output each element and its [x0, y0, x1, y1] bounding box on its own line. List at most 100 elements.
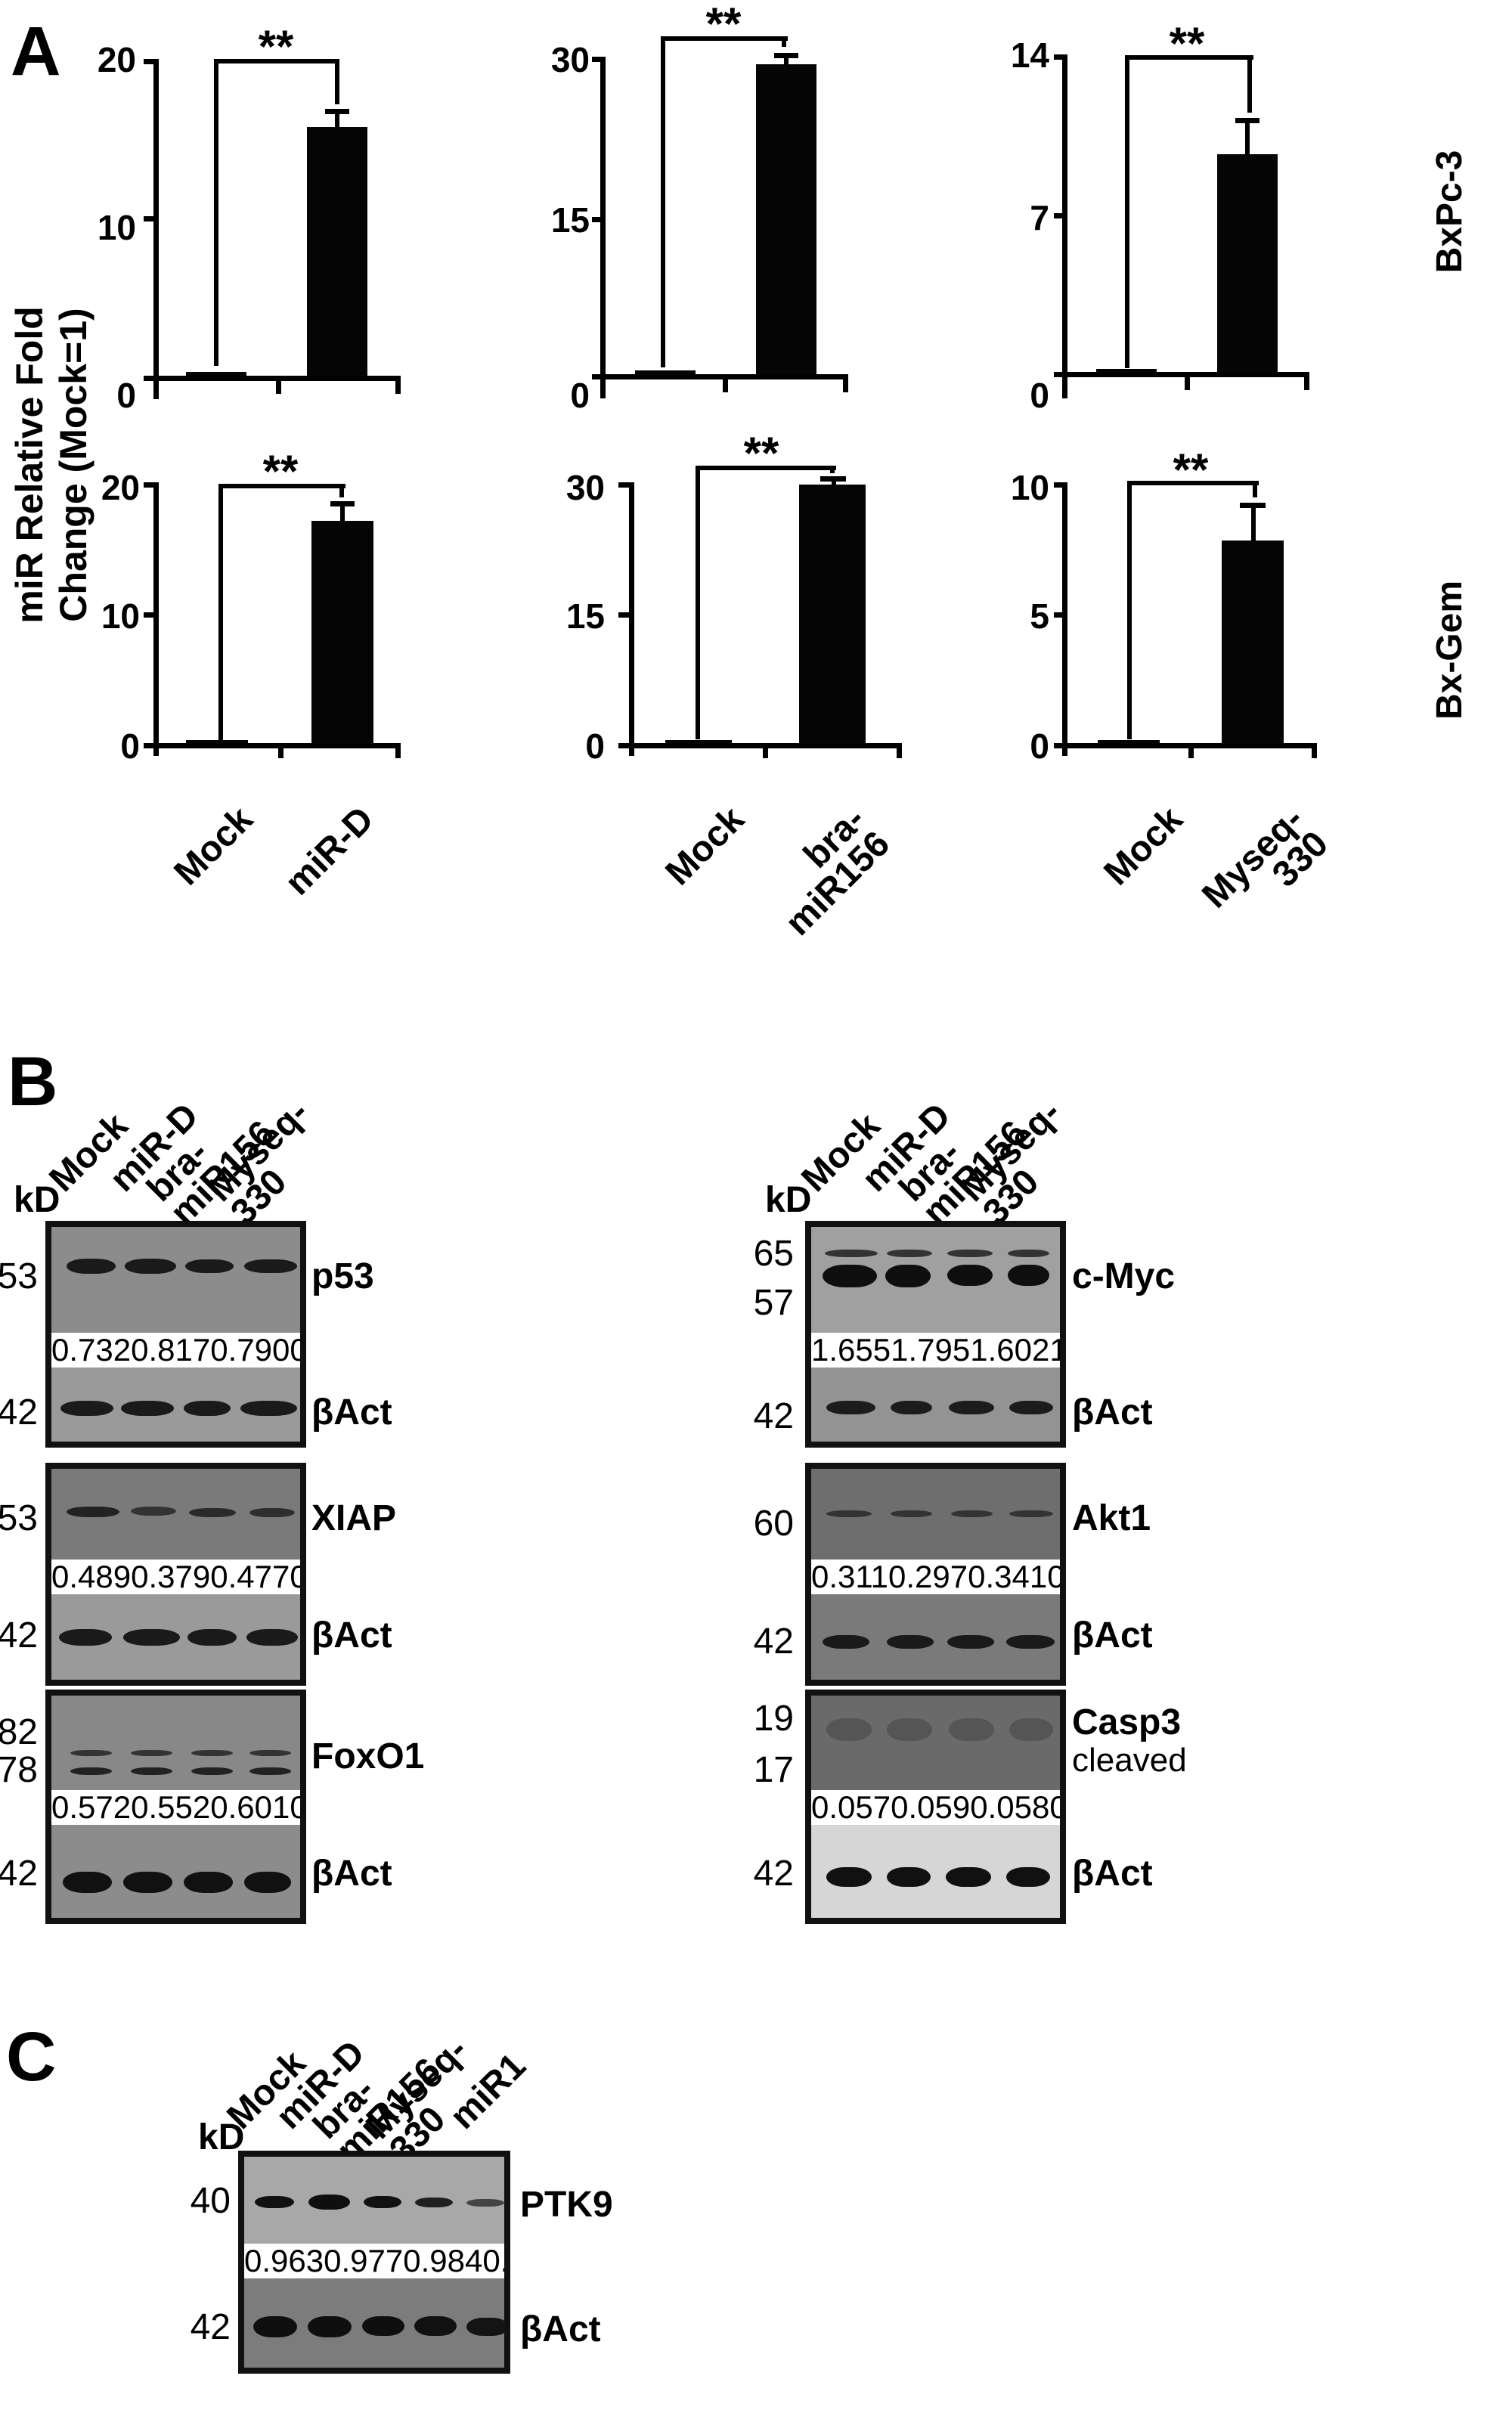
- quant-value: 0.058: [970, 1789, 1050, 1825]
- y-tick-label: 0: [585, 726, 605, 766]
- y-tick-label: 30: [550, 40, 590, 79]
- bar-chart-bxpc3-myseq-330: 14 7 0 **: [983, 0, 1512, 423]
- blot-strip-actin: [51, 1594, 300, 1680]
- error-bar: [340, 503, 345, 522]
- error-bar: [1245, 121, 1250, 156]
- blot-strip-actin: [811, 1594, 1060, 1680]
- band: [1006, 1867, 1050, 1887]
- blot-strip-target: [51, 1469, 300, 1560]
- protein-label-p53: p53: [311, 1256, 374, 1296]
- band: [826, 1401, 875, 1414]
- band: [185, 1259, 234, 1273]
- quant-row: 0.963 0.977 0.984 0.822 0.565: [244, 2243, 504, 2278]
- protein-label-casp3: Casp3: [1072, 1702, 1182, 1742]
- y-tick: [144, 59, 156, 64]
- band: [414, 2316, 457, 2336]
- y-tick-label: 0: [570, 376, 590, 415]
- y-tick: [618, 612, 631, 618]
- band: [67, 1259, 116, 1274]
- error-bar-cap: [330, 501, 355, 506]
- band: [946, 1867, 991, 1887]
- bar-mock: [186, 740, 248, 744]
- blot-strip-actin: [51, 1368, 300, 1442]
- mw-marker: 60: [753, 1504, 794, 1544]
- protein-label-c-myc: c-Myc: [1072, 1256, 1176, 1296]
- blot-strip-actin: [244, 2278, 504, 2368]
- blot-akt1: 0.311 0.297 0.341 0.351: [805, 1463, 1066, 1686]
- band: [825, 1250, 878, 1257]
- y-tick-label: 15: [565, 596, 605, 636]
- blot-strip-target: [811, 1469, 1060, 1560]
- quant-value: 0.790: [210, 1332, 290, 1368]
- band: [123, 1629, 180, 1646]
- band: [1008, 1265, 1049, 1286]
- band: [947, 1250, 993, 1257]
- band: [823, 1265, 877, 1287]
- blot-ptk9: 0.963 0.977 0.984 0.822 0.565: [238, 2151, 510, 2374]
- blot-xiap: 0.489 0.379 0.477 0.354: [45, 1463, 306, 1686]
- bar-chart-bxpc3-mir-d: 20 10 0 **: [0, 0, 529, 423]
- protein-sublabel-cleaved: cleaved: [1072, 1742, 1187, 1779]
- error-bar-cap: [774, 53, 798, 58]
- x-label-mock: Mock: [166, 799, 261, 894]
- x-tick: [1312, 743, 1317, 758]
- blot-strip-actin: [811, 1368, 1060, 1442]
- y-axis: [1062, 54, 1067, 398]
- band: [823, 1635, 869, 1649]
- quant-row: 1.655 1.795 1.602 1.609: [811, 1332, 1060, 1368]
- y-tick: [592, 57, 604, 62]
- band: [1009, 1510, 1053, 1517]
- x-label-mock: Mock: [1096, 799, 1191, 894]
- significance-marker: **: [705, 0, 742, 49]
- y-axis: [1062, 482, 1067, 756]
- quant-value: 0.984: [403, 2243, 483, 2278]
- band: [949, 1401, 994, 1414]
- error-bar-cap: [1240, 503, 1266, 508]
- significance-bracket-left: [696, 466, 836, 739]
- band: [466, 2318, 504, 2336]
- y-tick: [1054, 743, 1066, 748]
- mw-marker: 65: [753, 1234, 794, 1274]
- panel-letter-c: C: [6, 2018, 57, 2095]
- y-tick-label: 20: [101, 468, 140, 507]
- protein-label-actin: βAct: [311, 1392, 392, 1433]
- bar-treatment: [1222, 541, 1284, 744]
- error-bar-cap: [325, 109, 349, 114]
- band: [891, 1510, 932, 1517]
- quant-value: 0.817: [131, 1332, 211, 1368]
- x-axis: [153, 743, 400, 748]
- y-tick-label: 7: [1030, 198, 1049, 237]
- band: [466, 2199, 504, 2207]
- y-tick-label: 0: [120, 726, 140, 766]
- blot-strip-target: [51, 1696, 300, 1790]
- quant-value: 0.489: [51, 1559, 132, 1594]
- protein-label-actin: βAct: [1072, 1392, 1153, 1433]
- bar-mock: [1098, 740, 1160, 744]
- kd-label: kD: [765, 1180, 812, 1220]
- y-tick: [592, 217, 604, 222]
- y-tick-label: 10: [97, 208, 136, 247]
- band: [244, 1259, 297, 1273]
- band: [826, 1510, 872, 1517]
- quant-value: 0.552: [131, 1789, 211, 1825]
- band: [364, 2196, 401, 2208]
- quant-value: 0.574: [290, 1789, 306, 1825]
- band: [249, 1767, 291, 1775]
- quant-row: 0.732 0.817 0.790 0.851: [51, 1332, 300, 1368]
- panel-letter-b: B: [8, 1043, 58, 1120]
- kd-label: kD: [198, 2117, 245, 2157]
- significance-bracket-right: [782, 36, 786, 47]
- y-tick-label: 20: [97, 40, 136, 79]
- mw-marker: 42: [0, 1392, 38, 1433]
- protein-label-actin: βAct: [311, 1615, 392, 1656]
- band: [308, 2316, 352, 2337]
- band: [249, 1750, 291, 1756]
- band: [887, 1635, 934, 1649]
- significance-marker: **: [262, 446, 299, 497]
- quant-value: 1.609: [1049, 1332, 1066, 1368]
- mw-marker: 57: [753, 1283, 794, 1323]
- y-axis: [153, 482, 159, 756]
- bar-treatment: [311, 521, 373, 744]
- protein-label-akt1: Akt1: [1072, 1498, 1151, 1538]
- band: [249, 1508, 295, 1517]
